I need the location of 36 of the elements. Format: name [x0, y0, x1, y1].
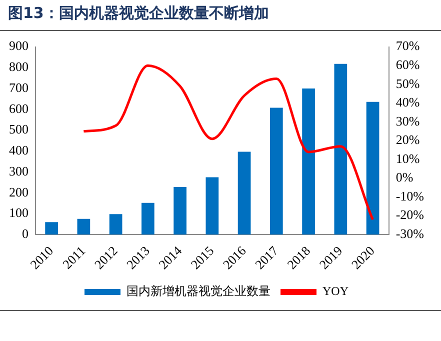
legend-label: 国内新增机器视觉企业数量 — [126, 284, 270, 298]
y-tick-label: 100 — [9, 205, 28, 220]
bar — [142, 202, 154, 235]
bar — [270, 108, 283, 235]
y-tick-label: 900 — [9, 38, 28, 54]
y2-tick-label: 60% — [396, 57, 420, 72]
y2-tick-label: -30% — [396, 226, 424, 242]
y2-tick-label: 30% — [396, 113, 420, 128]
y2-tick-label: 50% — [396, 76, 420, 91]
legend-label: YOY — [322, 284, 349, 298]
y2-tick-label: 10% — [396, 150, 420, 166]
bar — [109, 214, 122, 235]
bar — [45, 222, 58, 235]
y-tick-label: 200 — [9, 184, 28, 200]
y-tick-label: 300 — [9, 163, 28, 178]
bar — [77, 218, 90, 235]
y2-tick-label: -20% — [396, 207, 424, 222]
y2-tick-label: 20% — [396, 132, 420, 148]
y2-tick-label: 0% — [396, 170, 414, 185]
y-tick-label: 0 — [22, 226, 28, 242]
y2-tick-label: -10% — [396, 188, 424, 204]
bar — [238, 152, 251, 235]
line-series — [82, 64, 374, 221]
y-tick-label: 400 — [9, 142, 28, 158]
bar — [206, 177, 219, 235]
bar — [174, 187, 186, 235]
y-tick-label: 800 — [9, 59, 28, 74]
y-tick-label: 500 — [9, 122, 28, 137]
y-tick-label: 700 — [9, 80, 28, 95]
y2-tick-label: 70% — [396, 38, 420, 54]
bar — [366, 102, 380, 235]
y-tick-label: 600 — [9, 100, 28, 116]
chart-title: 图13：国内机器视觉企业数量不断增加 — [8, 4, 269, 23]
bar — [334, 64, 348, 235]
bar — [302, 88, 315, 235]
y2-tick-label: 40% — [396, 94, 420, 110]
